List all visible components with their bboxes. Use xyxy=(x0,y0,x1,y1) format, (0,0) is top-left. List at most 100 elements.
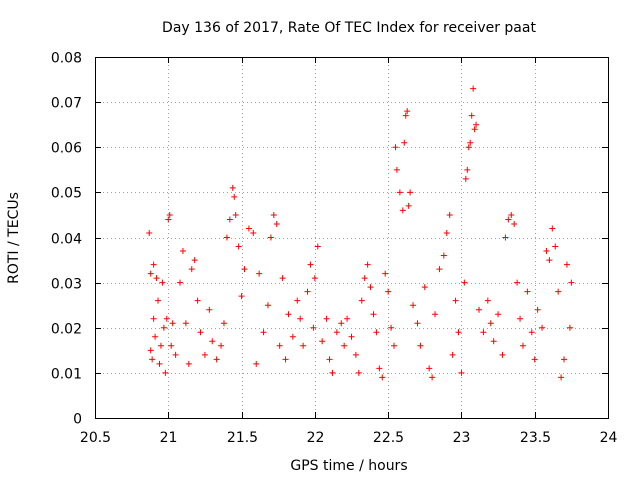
data-point xyxy=(385,288,392,295)
data-point xyxy=(150,261,157,268)
data-point xyxy=(311,275,318,282)
data-point xyxy=(499,351,506,358)
data-point xyxy=(329,369,336,376)
data-point xyxy=(388,324,395,331)
data-point xyxy=(191,257,198,264)
data-point xyxy=(417,342,424,349)
y-tick-label: 0.06 xyxy=(51,141,82,157)
data-point xyxy=(505,216,512,223)
data-point xyxy=(282,356,289,363)
y-tick-label: 0.01 xyxy=(51,367,82,383)
data-point xyxy=(429,374,436,381)
data-point xyxy=(361,275,368,282)
data-point xyxy=(314,243,321,250)
data-point xyxy=(179,248,186,255)
data-point xyxy=(555,288,562,295)
data-point xyxy=(206,306,213,313)
data-point xyxy=(147,270,154,277)
data-point xyxy=(528,329,535,336)
data-point xyxy=(241,266,248,273)
y-tick-label: 0.08 xyxy=(51,51,82,67)
data-point xyxy=(443,229,450,236)
data-point xyxy=(172,351,179,358)
x-tick-label: 21.5 xyxy=(227,430,258,446)
data-point xyxy=(508,211,515,218)
data-point xyxy=(149,356,156,363)
data-point xyxy=(218,342,225,349)
data-points xyxy=(146,85,575,381)
data-point xyxy=(391,342,398,349)
data-point xyxy=(531,356,538,363)
data-point xyxy=(561,356,568,363)
data-point xyxy=(392,144,399,151)
data-point xyxy=(150,315,157,322)
data-point xyxy=(436,266,443,273)
data-point xyxy=(473,121,480,128)
data-point xyxy=(333,329,340,336)
data-point xyxy=(253,360,260,367)
data-point xyxy=(155,297,162,304)
data-point xyxy=(452,297,459,304)
y-tick-label: 0.05 xyxy=(51,186,82,202)
data-point xyxy=(319,338,326,345)
data-point xyxy=(201,351,208,358)
data-point xyxy=(168,342,175,349)
data-point xyxy=(539,324,546,331)
data-point xyxy=(300,342,307,349)
data-point xyxy=(487,320,494,327)
data-point xyxy=(209,338,216,345)
data-point xyxy=(502,234,509,241)
data-point xyxy=(223,234,230,241)
data-point xyxy=(355,369,362,376)
data-point xyxy=(231,193,238,200)
data-point xyxy=(194,297,201,304)
axis-ticks xyxy=(95,57,609,419)
data-point xyxy=(458,369,465,376)
data-point xyxy=(152,333,159,340)
chart-title: Day 136 of 2017, Rate Of TEC Index for r… xyxy=(162,20,536,36)
data-point xyxy=(455,329,462,336)
data-point xyxy=(226,216,233,223)
data-point xyxy=(276,342,283,349)
data-point xyxy=(563,261,570,268)
data-point xyxy=(549,225,556,232)
data-point xyxy=(399,207,406,214)
data-point xyxy=(250,229,257,236)
data-point xyxy=(410,302,417,309)
data-point xyxy=(461,279,468,286)
data-point xyxy=(432,311,439,318)
data-point xyxy=(568,279,575,286)
y-axis-title: ROTI / TECUs xyxy=(6,192,22,284)
data-point xyxy=(511,220,518,227)
data-point xyxy=(379,374,386,381)
data-point xyxy=(165,216,172,223)
x-tick-label: 23 xyxy=(453,430,471,446)
data-point xyxy=(273,220,280,227)
data-point xyxy=(364,261,371,268)
data-point xyxy=(323,315,330,322)
data-point xyxy=(285,311,292,318)
data-point xyxy=(159,279,166,286)
data-point xyxy=(382,270,389,277)
data-point xyxy=(558,374,565,381)
data-point xyxy=(517,315,524,322)
data-point xyxy=(156,360,163,367)
data-point xyxy=(373,329,380,336)
data-point xyxy=(490,338,497,345)
data-point xyxy=(402,112,409,119)
data-point xyxy=(476,306,483,313)
data-point xyxy=(163,315,170,322)
data-point xyxy=(279,275,286,282)
data-point xyxy=(162,369,169,376)
x-axis-title: GPS time / hours xyxy=(290,458,407,474)
y-tick-label: 0 xyxy=(73,412,82,428)
data-point xyxy=(177,279,184,286)
data-point xyxy=(464,166,471,173)
data-point xyxy=(514,279,521,286)
data-point xyxy=(446,211,453,218)
data-point xyxy=(480,329,487,336)
data-point xyxy=(524,288,531,295)
data-point xyxy=(440,252,447,259)
y-tick-label: 0.03 xyxy=(51,277,82,293)
x-tick-label: 24 xyxy=(600,430,618,446)
